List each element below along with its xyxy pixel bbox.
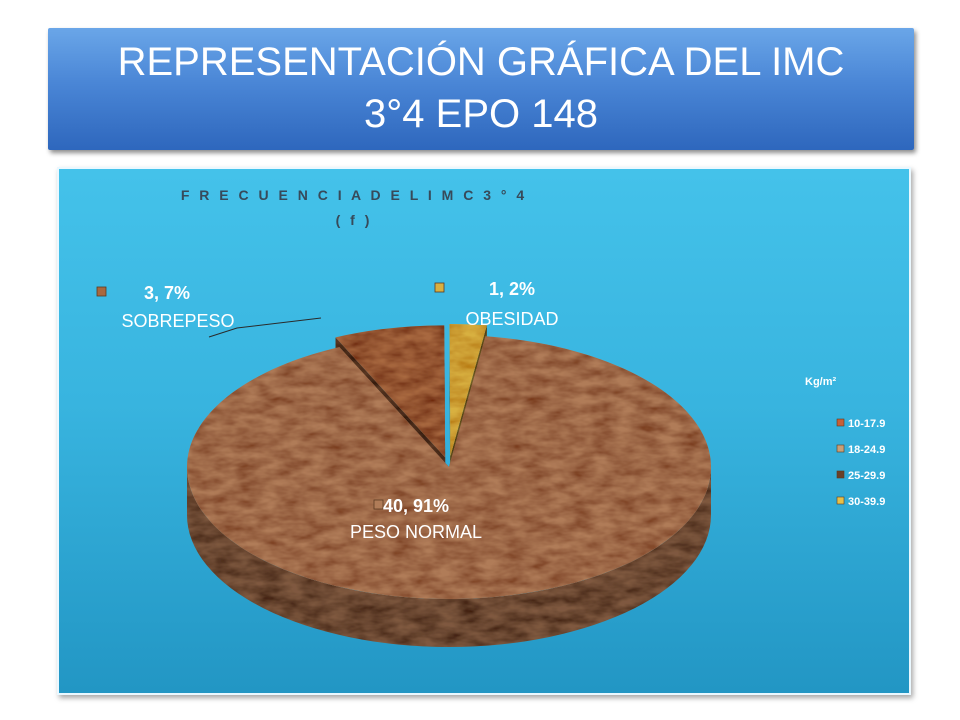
label-marker [434,282,445,293]
leader-line [208,317,322,338]
data-label-obesidad: 1, 2% OBESIDAD [434,279,559,329]
label-name: PESO NORMAL [350,522,482,542]
chart-title: F R E C U E N C I A D E L I M C 3 ° 4 [181,187,527,203]
legend-label: 18-24.9 [848,444,885,456]
legend-label: 10-17.9 [848,418,885,430]
label-value: 40, 91% [383,496,449,516]
legend: Kg/m² 10-17.9 18-24.9 25-29.9 30-39.9 [805,376,885,508]
legend-swatch [836,444,845,453]
label-name: SOBREPESO [121,311,234,331]
legend-label: 30-39.9 [848,496,885,508]
legend-title: Kg/m² [805,376,837,388]
label-marker [373,499,384,510]
pie-chart: F R E C U E N C I A D E L I M C 3 ° 4 ( … [96,187,885,647]
chart-area: F R E C U E N C I A D E L I M C 3 ° 4 ( … [57,167,911,695]
pie-slices [187,324,711,647]
pie-slice-peso-normal [187,336,711,647]
data-label-sobrepeso: 3, 7% SOBREPESO [96,283,235,331]
legend-item-10-17.9: 10-17.9 [836,418,885,430]
legend-swatch [836,496,845,505]
label-value: 3, 7% [144,283,190,303]
legend-label: 25-29.9 [848,470,885,482]
slide-title-line2: 3°4 EPO 148 [364,92,598,136]
data-label-peso-normal: 40, 91% PESO NORMAL [350,496,482,542]
slide-title: REPRESENTACIÓN GRÁFICA DEL IMC 3°4 EPO 1… [48,28,914,150]
legend-item-18-24.9: 18-24.9 [836,444,885,456]
data-labels: 40, 91% PESO NORMAL 3, 7% SOBREPESO 1, 2% OBE… [96,279,559,542]
legend-swatch [836,418,845,427]
label-marker [96,286,107,297]
slide-title-line1: REPRESENTACIÓN GRÁFICA DEL IMC [117,40,845,84]
legend-swatch [836,470,845,479]
legend-item-30-39.9: 30-39.9 [836,496,885,508]
label-value: 1, 2% [489,279,535,299]
legend-item-25-29.9: 25-29.9 [836,470,885,482]
chart-subtitle: ( f ) [336,212,373,228]
label-name: OBESIDAD [465,309,558,329]
